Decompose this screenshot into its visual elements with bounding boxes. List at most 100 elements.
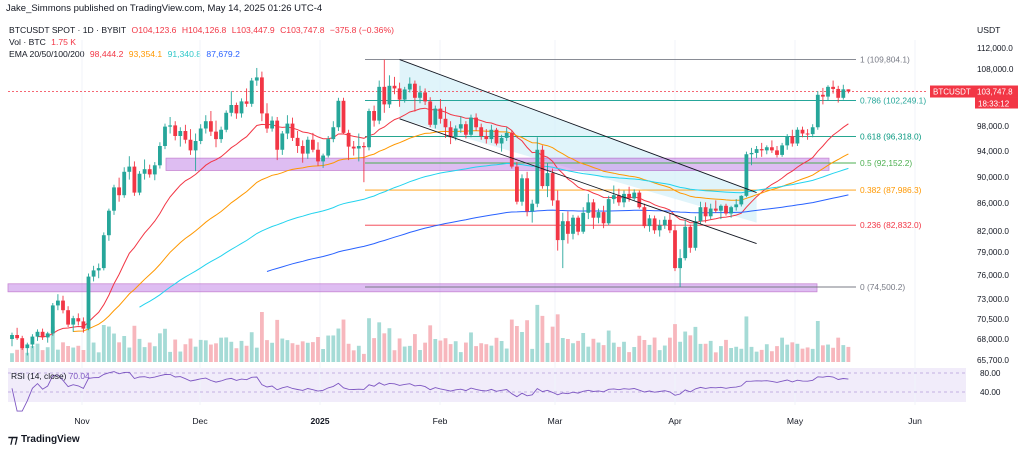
candle-body (846, 89, 851, 92)
legend-symbol-row: BTCUSDT SPOT · 1D · BYBIT O104,123.6 H10… (9, 24, 397, 36)
volume-bar (606, 330, 611, 362)
ema50-value: 93,354.1 (128, 49, 163, 59)
volume-bar (260, 312, 264, 362)
candle-body (45, 333, 50, 338)
volume-bar (81, 350, 86, 362)
volume-label[interactable]: Vol · BTC (9, 37, 46, 47)
candle-body (305, 139, 310, 154)
candles (10, 59, 851, 356)
close-value: C103,747.8 (280, 25, 325, 35)
volume-bar (428, 325, 433, 362)
volume-bar (203, 340, 208, 362)
volume-bar (137, 338, 142, 362)
candle-body (458, 124, 463, 129)
volume-bar (836, 337, 841, 362)
volume-bar (178, 351, 183, 362)
volume-bar (331, 335, 336, 362)
volume-bar (499, 341, 504, 362)
volume-bar (560, 338, 565, 362)
x-tick-label: Feb (433, 416, 448, 426)
candle-body (76, 318, 81, 322)
volume-bar (112, 333, 116, 362)
volume-bar (453, 341, 458, 362)
candle-body (356, 146, 361, 149)
candle-body (770, 147, 774, 151)
candle-body (316, 149, 320, 162)
axes: USDT112,000.0108,000.0104,000.098,000.09… (74, 25, 1018, 426)
volume-bar (295, 344, 300, 362)
volume-bar (392, 350, 397, 362)
volume-bar (198, 339, 203, 362)
volume-bar (239, 340, 244, 362)
candle-body (617, 195, 621, 203)
candle-body (428, 101, 433, 125)
ema20-line (37, 107, 849, 338)
volume-bar (744, 316, 749, 362)
volume-bar (127, 347, 132, 362)
volume-bar (821, 345, 825, 362)
candle-body (367, 111, 371, 148)
symbol-label[interactable]: BTCUSDT SPOT · 1D · BYBIT (9, 25, 127, 35)
candle-body (402, 89, 407, 100)
candle-body (418, 92, 422, 98)
candle-body (540, 149, 545, 187)
volume-bar (219, 337, 223, 362)
volume-bar (484, 344, 489, 362)
volume-bar (249, 332, 254, 362)
volume-bar (413, 334, 417, 362)
rsi-background (8, 368, 966, 402)
volume-bar (132, 325, 137, 362)
fib-levels-layer: 1 (109,804.1) 0.786 (102,249.1) 0.618 (96,… (8, 55, 928, 292)
candle-body (203, 121, 208, 129)
candle-body (836, 88, 841, 98)
candle-body (219, 129, 223, 140)
volume-bar (749, 346, 754, 362)
rsi-tick-label: 80.00 (980, 369, 1001, 378)
volume-bar (734, 346, 739, 362)
candle-body (413, 83, 417, 98)
volume-bar (214, 343, 218, 362)
trend-channel (399, 59, 757, 245)
candle-body (15, 335, 19, 339)
volume-bar (30, 346, 35, 362)
candle-body (372, 111, 376, 121)
volume-bar (234, 348, 239, 362)
volume-bar (367, 318, 371, 362)
candle-body (311, 139, 315, 150)
volume-bar (627, 352, 631, 362)
y-tick-label: 86,000.0 (977, 199, 1009, 208)
volume-bar (418, 350, 422, 362)
candle-body (668, 219, 672, 231)
candle-body (326, 139, 331, 156)
volume-bar (596, 342, 601, 362)
candle-body (632, 192, 637, 199)
candle-body (387, 85, 392, 105)
candle-body (509, 132, 514, 167)
volume-bar (622, 341, 626, 362)
candle-body (198, 128, 203, 141)
volume-bar (168, 351, 172, 362)
candle-body (627, 193, 631, 199)
candle-body (127, 166, 132, 172)
volume-bar (10, 353, 14, 362)
volume-bar (632, 347, 637, 362)
y-tick-label: 94,000.0 (977, 147, 1009, 156)
volume-bar (729, 348, 733, 362)
candle-body (821, 94, 825, 97)
ema100-line (139, 162, 849, 308)
x-tick-label: Jun (908, 416, 922, 426)
tradingview-brand[interactable]: ⁊⁊ TradingView (8, 433, 80, 446)
candle-body (550, 173, 555, 201)
volume-bar (224, 337, 229, 362)
rsi-label[interactable]: RSI (14, close) 70.04 (11, 371, 90, 381)
rsi-tick-label: 40.00 (980, 388, 1001, 397)
ema200-value: 87,679.2 (206, 49, 240, 59)
volume-bar (101, 325, 106, 362)
volume-bar (107, 326, 111, 362)
volume-bar (719, 346, 723, 362)
volume-bar (586, 346, 591, 362)
volume-bar (163, 328, 167, 362)
ema-label[interactable]: EMA 20/50/100/200 (9, 49, 85, 59)
candle-body (744, 154, 749, 196)
